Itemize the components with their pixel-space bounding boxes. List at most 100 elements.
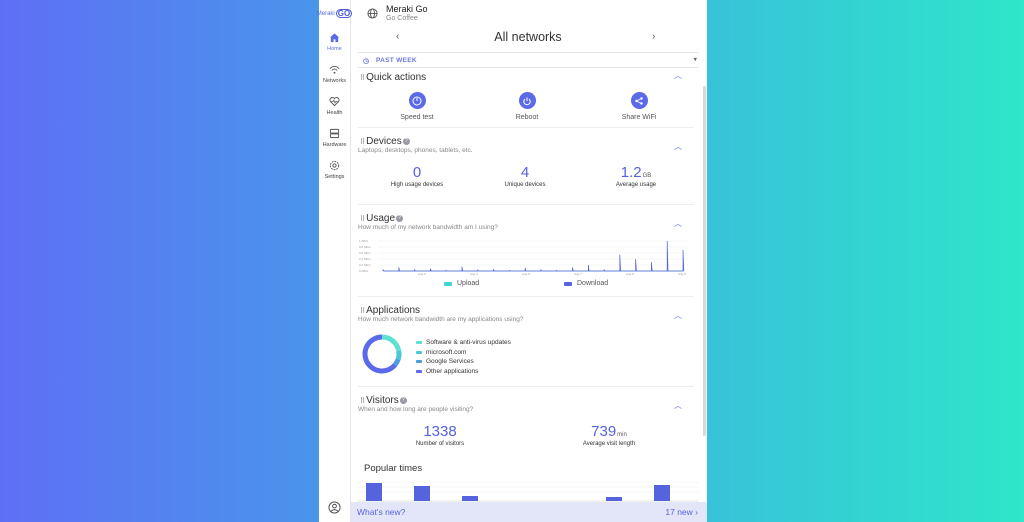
time-period-select[interactable]: ◷ PAST WEEK ▾	[358, 52, 698, 68]
unique-devices-stat[interactable]: 4 Unique devices	[470, 164, 580, 188]
application-legend-item[interactable]: Other applications	[416, 367, 511, 377]
sidebar-nav: Home Networks Health Hardware Settings	[322, 32, 347, 180]
stat-label: Unique devices	[504, 182, 546, 188]
stat-label: Average usage	[615, 182, 657, 188]
devices-subtitle: Laptops, desktops, phones, tablets, etc.	[358, 147, 473, 154]
legend-label: Upload	[457, 280, 480, 287]
legend-download[interactable]: Download	[564, 280, 608, 287]
collapse-icon[interactable]: ︿	[674, 401, 682, 410]
whats-new-link[interactable]: What's new?	[357, 507, 406, 517]
sidebar-item-label: Hardware	[322, 142, 347, 148]
share-wifi-button[interactable]: Share WiFi	[609, 92, 669, 121]
whats-new-bar[interactable]: What's new? 17 new ›	[351, 502, 707, 522]
network-switcher: ‹ All networks ›	[351, 28, 705, 48]
popular-time-bar	[366, 483, 382, 501]
application-legend-item[interactable]: Google Services	[416, 357, 511, 367]
usage-title: Usage	[366, 213, 396, 224]
legend-upload[interactable]: Upload	[444, 280, 479, 287]
number-of-visitors-stat[interactable]: 1338 Number of visitors	[385, 423, 495, 447]
speed-test-button[interactable]: Speed test	[387, 92, 447, 121]
help-icon[interactable]: ?	[396, 215, 404, 222]
chevron-down-icon: ▾	[693, 57, 697, 63]
stat-value: 0	[412, 164, 422, 181]
sidebar-item-label: Networks	[323, 78, 346, 84]
devices-title: Devices	[366, 136, 402, 147]
popular-time-bar	[654, 485, 670, 501]
high-usage-devices-stat[interactable]: 0 High usage devices	[362, 164, 472, 188]
x-tick-label: Aug 5	[522, 272, 530, 276]
applications-donut-chart[interactable]	[361, 333, 403, 375]
help-icon[interactable]: ?	[402, 138, 410, 145]
main-content: Meraki Go Go Coffee ‹ All networks › ◷ P…	[351, 0, 707, 522]
sidebar-item-hardware[interactable]: Hardware	[322, 128, 347, 148]
account-icon[interactable]	[328, 501, 341, 514]
drag-handle-icon[interactable]: ⠿	[360, 74, 365, 82]
popular-time-bar	[414, 486, 430, 501]
legend-label: Download	[577, 280, 609, 287]
sidebar-item-health[interactable]: Health	[327, 96, 342, 116]
collapse-icon[interactable]: ︿	[674, 219, 682, 228]
org-name[interactable]: Meraki Go	[386, 4, 428, 14]
legend-label: Other applications	[426, 367, 479, 375]
application-legend-item[interactable]: microsoft.com	[416, 348, 511, 358]
popular-time-bar	[606, 497, 622, 501]
upload-swatch	[444, 281, 452, 286]
legend-swatch	[416, 369, 422, 373]
drag-handle-icon[interactable]: ⠿	[360, 307, 365, 315]
drag-handle-icon[interactable]: ⠿	[360, 215, 365, 223]
speed-test-label: Speed test	[400, 114, 434, 121]
donut-slice	[362, 334, 398, 374]
legend-swatch	[416, 350, 422, 354]
popular-time-bar	[462, 496, 478, 501]
card-title: ⠿ Devices?	[360, 136, 410, 147]
sidebar-item-networks[interactable]: Networks	[323, 64, 346, 84]
drag-handle-icon[interactable]: ⠿	[360, 138, 365, 146]
stat-value: 1.2	[620, 164, 642, 181]
applications-card: ⠿ Applications How much network bandwidth…	[358, 303, 694, 387]
devices-card: ⠿ Devices? Laptops, desktops, phones, tab…	[358, 134, 694, 205]
card-title: ⠿ Quick actions	[360, 72, 426, 83]
dashboard-scroll-area[interactable]: ⠿ Quick actions ︿ Speed test Reboot Share…	[351, 70, 707, 502]
average-usage-stat[interactable]: 1.2 GB Average usage	[581, 164, 691, 188]
logo-go: GO	[335, 9, 353, 18]
card-title: ⠿ Visitors?	[360, 395, 407, 406]
legend-swatch	[416, 341, 422, 345]
applications-subtitle: How much network bandwidth are my applic…	[358, 316, 524, 323]
application-legend-item[interactable]: Software & anti-virus updates	[416, 338, 511, 348]
collapse-icon[interactable]: ︿	[674, 142, 682, 151]
sidebar-item-home[interactable]: Home	[327, 32, 342, 52]
logo-text: Meraki	[316, 10, 335, 17]
y-tick-label: 0.6 Mb/s	[359, 251, 371, 255]
sidebar-item-settings[interactable]: Settings	[325, 160, 344, 180]
new-count-link[interactable]: 17 new ›	[665, 507, 698, 517]
stat-value: 1338	[423, 423, 457, 440]
reboot-button[interactable]: Reboot	[497, 92, 557, 121]
average-visit-length-stat[interactable]: 739 min Average visit length	[554, 423, 664, 447]
y-tick-label: 0.8 Mb/s	[359, 245, 371, 249]
visitors-card: ⠿ Visitors? When and how long are people …	[358, 393, 694, 457]
stat-value: 739	[591, 423, 617, 440]
applications-title: Applications	[366, 305, 421, 316]
collapse-icon[interactable]: ︿	[674, 311, 682, 320]
help-icon[interactable]: ?	[399, 397, 407, 404]
prev-network-button[interactable]: ‹	[396, 31, 400, 42]
stat-label: Number of visitors	[415, 441, 465, 447]
visitors-subtitle: When and how long are people visiting?	[358, 406, 474, 413]
scrollbar[interactable]	[703, 86, 706, 436]
donut-slice	[395, 350, 402, 361]
wifi-icon	[329, 65, 340, 74]
usage-chart[interactable]: 1 Mb/s 0.8 Mb/s 0.6 Mb/s 0.4 Mb/s 0.2 Mb/s 0 …	[358, 239, 694, 277]
next-network-button[interactable]: ›	[652, 31, 656, 42]
stat-label: High usage devices	[390, 182, 444, 188]
stat-value: 4	[520, 164, 530, 181]
y-tick-label: 1 Mb/s	[359, 239, 369, 243]
donut-slice	[393, 358, 401, 367]
collapse-icon[interactable]: ︿	[674, 71, 682, 80]
drag-handle-icon[interactable]: ⠿	[360, 397, 365, 405]
sidebar-item-label: Home	[327, 46, 342, 52]
popular-times-chart[interactable]	[358, 478, 698, 502]
applications-legend: Software & anti-virus updates microsoft.c…	[416, 338, 511, 376]
network-name: Go Coffee	[386, 15, 418, 22]
speedometer-icon	[412, 96, 422, 105]
time-period-label: PAST WEEK	[376, 57, 417, 64]
